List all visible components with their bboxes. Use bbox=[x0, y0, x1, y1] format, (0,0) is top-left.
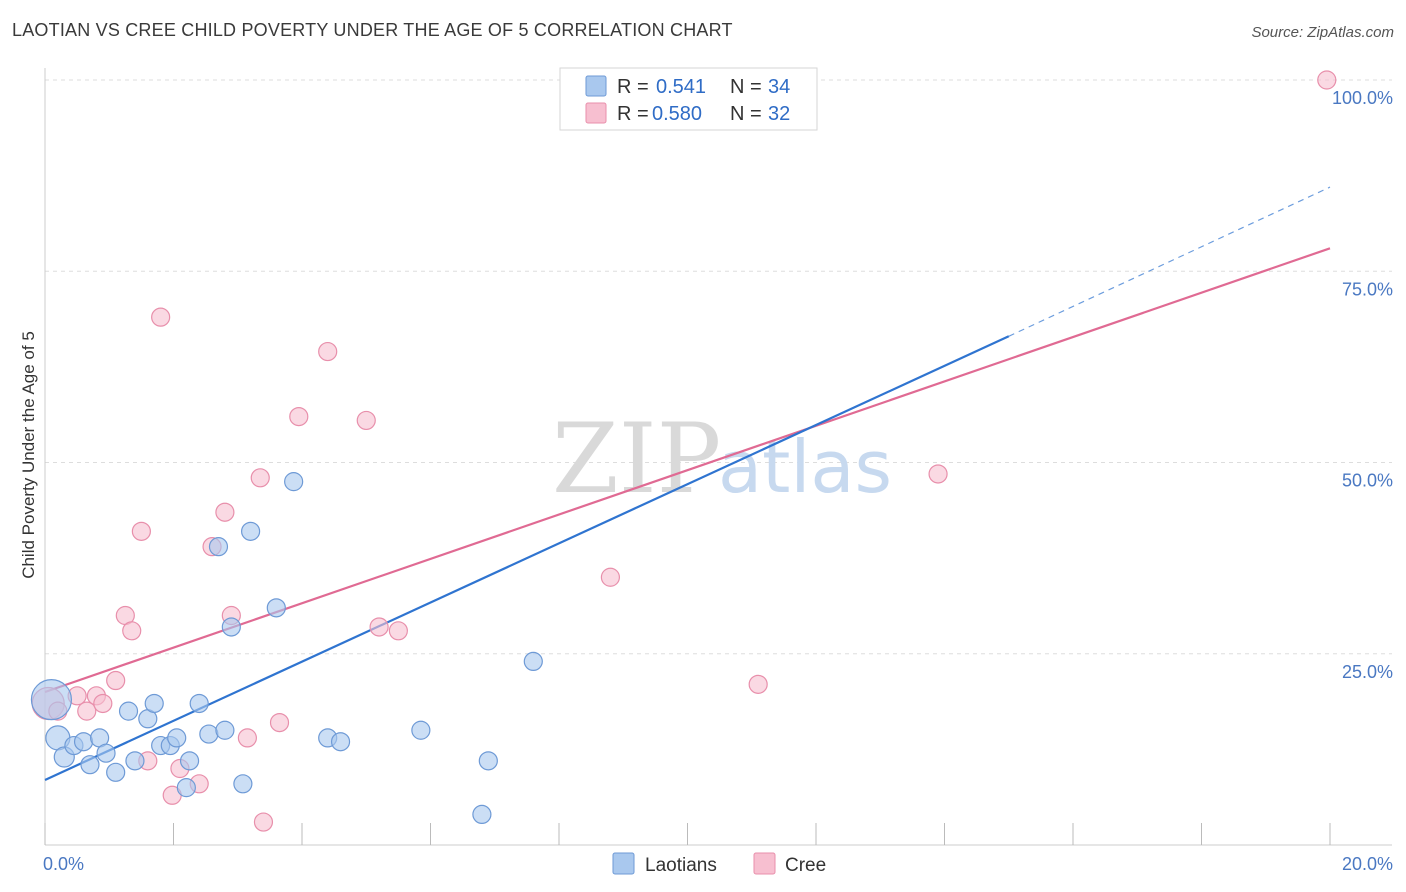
x-tick-label: 20.0% bbox=[1342, 854, 1393, 874]
point-cree bbox=[250, 468, 270, 488]
point-cree bbox=[356, 410, 376, 431]
point-laotians bbox=[284, 472, 304, 492]
point-laotians bbox=[118, 701, 139, 721]
point-laotians bbox=[523, 651, 543, 672]
point-cree bbox=[388, 621, 408, 641]
point-laotians bbox=[80, 755, 100, 775]
point-laotians bbox=[189, 693, 209, 714]
point-laotians bbox=[221, 617, 241, 637]
legend-n-label: N = bbox=[730, 103, 762, 125]
point-laotians bbox=[241, 521, 261, 541]
legend-n-label: N = bbox=[730, 76, 762, 98]
point-cree bbox=[131, 521, 151, 541]
point-cree bbox=[215, 502, 235, 522]
point-laotians bbox=[208, 537, 229, 557]
point-cree bbox=[122, 621, 142, 641]
x-tick-label: 0.0% bbox=[43, 854, 84, 874]
legend-r-value-cree: 0.580 bbox=[652, 103, 702, 125]
bottom-legend-label-laotians: Laotians bbox=[645, 855, 717, 876]
bottom-legend-swatch-laotians bbox=[612, 852, 635, 875]
point-cree bbox=[289, 407, 309, 427]
point-laotians bbox=[472, 804, 492, 825]
point-cree bbox=[369, 617, 389, 637]
legend-r-value-laotians: 0.541 bbox=[656, 76, 706, 98]
point-laotians bbox=[266, 598, 286, 618]
point-cree bbox=[318, 341, 338, 362]
y-tick-label: 50.0% bbox=[1342, 471, 1393, 491]
point-laotians bbox=[167, 728, 187, 748]
point-cree bbox=[93, 693, 113, 714]
trend-lines bbox=[44, 186, 1331, 781]
watermark-zip: ZIP bbox=[552, 403, 721, 515]
legend-r-label: R = bbox=[617, 103, 649, 125]
point-laotians bbox=[215, 720, 235, 740]
y-tick-label: 75.0% bbox=[1342, 279, 1393, 299]
legend-n-value-cree: 32 bbox=[768, 103, 790, 125]
point-laotians bbox=[330, 732, 351, 752]
point-cree bbox=[748, 674, 768, 694]
source-label: Source: ZipAtlas.com bbox=[1251, 24, 1394, 41]
watermark: ZIP atlas bbox=[552, 403, 892, 515]
point-cree bbox=[269, 712, 290, 733]
point-laotians bbox=[478, 751, 498, 771]
point-laotians bbox=[176, 778, 196, 798]
point-cree bbox=[77, 701, 97, 721]
point-laotians bbox=[411, 720, 431, 740]
point-laotians bbox=[144, 693, 164, 714]
chart-title: LAOTIAN VS CREE CHILD POVERTY UNDER THE … bbox=[12, 20, 733, 40]
point-laotians bbox=[96, 743, 116, 763]
legend-row-cree: R = 0.580 N = 32 bbox=[585, 102, 790, 125]
point-cree bbox=[253, 812, 274, 832]
axes bbox=[44, 68, 1392, 846]
point-laotians bbox=[125, 751, 145, 771]
point-laotians bbox=[199, 724, 219, 744]
trend-line-cree bbox=[44, 247, 1331, 694]
tick-labels: 25.0% 50.0% 75.0% 100.0% 0.0% 20.0% bbox=[43, 88, 1393, 874]
point-laotians bbox=[233, 774, 253, 794]
trend-line-laotians bbox=[44, 335, 1010, 781]
point-cree bbox=[1317, 70, 1337, 90]
point-cree bbox=[237, 728, 257, 748]
point-cree bbox=[151, 307, 171, 327]
grid-lines bbox=[45, 79, 1392, 655]
y-axis-label: Child Poverty Under the Age of 5 bbox=[19, 331, 38, 579]
point-laotians bbox=[73, 732, 94, 752]
legend-swatch-laotians bbox=[585, 75, 607, 97]
point-laotians bbox=[106, 762, 126, 782]
bottom-legend-swatch-cree bbox=[753, 852, 776, 875]
point-laotians bbox=[179, 751, 200, 771]
watermark-atlas: atlas bbox=[718, 425, 892, 509]
point-laotians bbox=[30, 679, 73, 721]
point-cree bbox=[106, 670, 126, 691]
trend-line-laotians-extension bbox=[1008, 186, 1331, 337]
legend-swatch-cree bbox=[585, 102, 607, 124]
legend-n-value-laotians: 34 bbox=[768, 76, 790, 98]
point-cree bbox=[928, 464, 948, 484]
y-tick-label: 25.0% bbox=[1342, 662, 1393, 682]
bottom-legend: Laotians Cree bbox=[612, 852, 826, 876]
y-tick-label: 100.0% bbox=[1332, 88, 1393, 108]
legend-r-label: R = bbox=[617, 76, 649, 98]
legend-box: R = 0.541 N = 34 R = 0.580 N = 32 bbox=[559, 67, 818, 131]
point-cree bbox=[600, 567, 621, 587]
bottom-legend-label-cree: Cree bbox=[785, 855, 826, 876]
legend-row-laotians: R = 0.541 N = 34 bbox=[585, 75, 790, 98]
